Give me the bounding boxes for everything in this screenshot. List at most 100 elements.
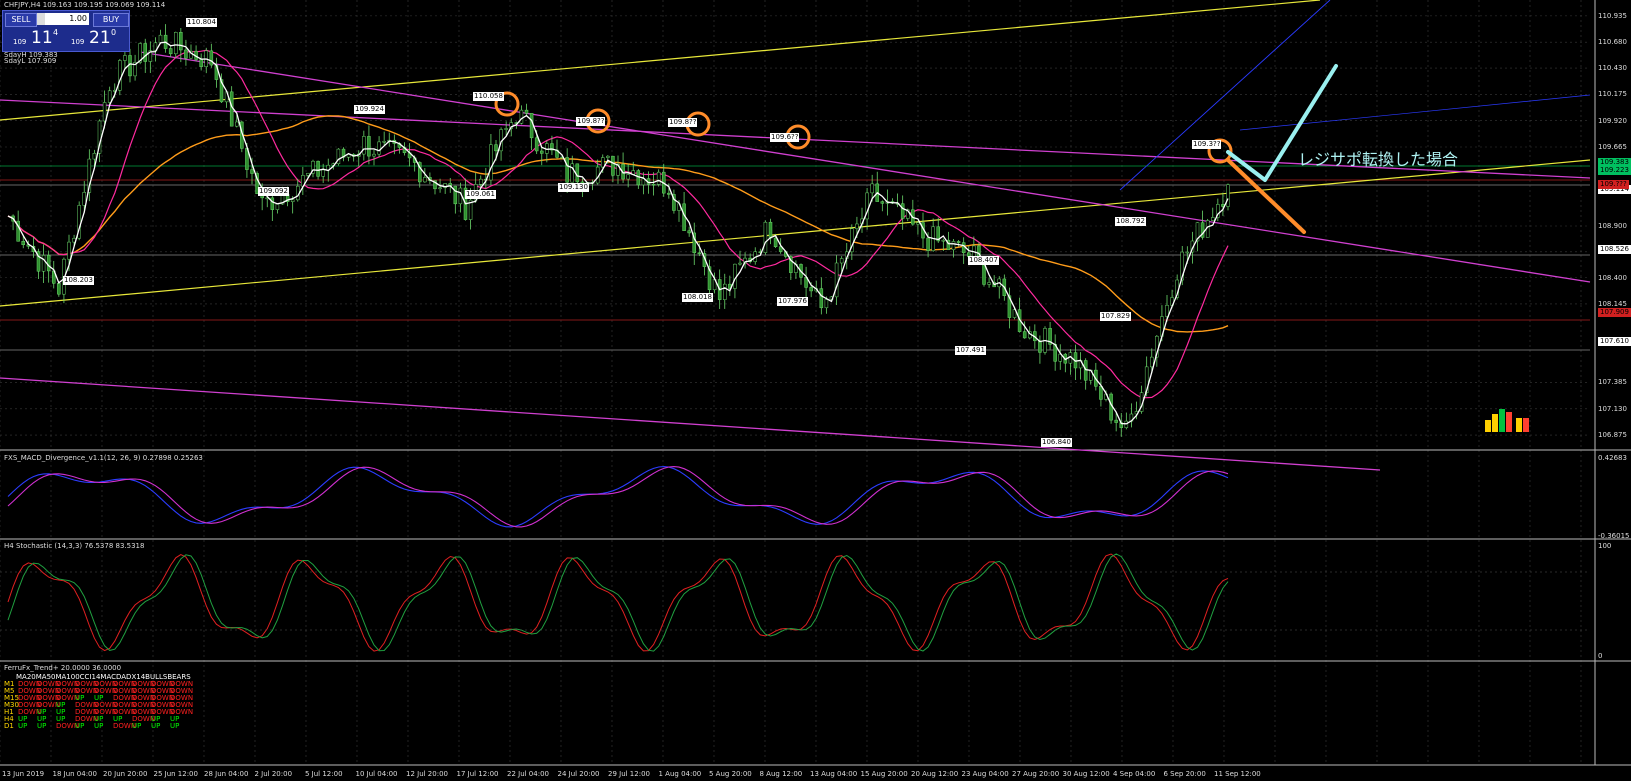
trend-cell: UP — [170, 715, 180, 723]
candle-body — [789, 256, 793, 273]
x-tick-label: 27 Aug 20:00 — [1012, 770, 1060, 778]
trend-cell: DOWN — [132, 715, 156, 723]
bounce-arrow — [1226, 64, 1338, 182]
trend-cell: UP — [75, 722, 85, 730]
sell-price-prefix: 109 — [13, 38, 27, 46]
x-tick-label: 1 Aug 04:00 — [658, 770, 702, 778]
y-tick-label: 108.900 — [1598, 222, 1627, 230]
trend-cell: DOWN — [151, 680, 175, 688]
trend-cell: DOWN — [56, 680, 80, 688]
candle-body — [961, 242, 966, 254]
price-line — [7, 41, 1229, 425]
sell-button[interactable]: SELL — [5, 13, 37, 27]
mini-bar — [1492, 414, 1498, 432]
x-tick-label: 25 Jun 12:00 — [153, 770, 198, 778]
trend-line — [0, 377, 1381, 471]
buy-price[interactable]: 109 21 0 — [67, 27, 127, 49]
sell-price-big: 11 — [31, 28, 53, 48]
macd-line — [7, 466, 1229, 528]
candle-body — [570, 163, 574, 183]
trend-cell: DOWN — [132, 680, 156, 688]
candle-body — [834, 262, 839, 298]
lot-size-input[interactable]: 1.00 — [45, 13, 89, 25]
sell-price-sup: 4 — [53, 28, 59, 37]
y-price-box: 108.526 — [1598, 245, 1631, 254]
candle-body — [1007, 295, 1012, 318]
candle-body — [209, 50, 214, 66]
trend-cell: DOWN — [113, 694, 137, 702]
trend-cell: UP — [94, 715, 104, 723]
trend-timeframe: H4 — [4, 715, 14, 723]
candle-body — [346, 154, 351, 158]
trend-line — [139, 51, 1591, 283]
mini-bar — [1506, 412, 1512, 432]
y-tick-label: 109.665 — [1598, 143, 1627, 151]
trend-line — [1239, 94, 1591, 131]
stoch-signal — [7, 553, 1229, 652]
price-label: 109.8?? — [576, 117, 606, 126]
trend-cell: DOWN — [151, 687, 175, 695]
trend-cell: UP — [94, 694, 104, 702]
x-tick-label: 15 Aug 20:00 — [860, 770, 908, 778]
x-tick-label: 2 Jul 20:00 — [254, 770, 293, 778]
lot-dropdown-icon[interactable] — [37, 13, 45, 25]
candle-body — [235, 121, 239, 127]
candle-body — [941, 239, 946, 242]
candle-body — [778, 246, 783, 252]
trend-line — [0, 159, 1591, 307]
candle-body — [1216, 204, 1220, 218]
candle-body — [102, 102, 107, 122]
y-price-box: 107.610 — [1598, 337, 1631, 346]
candle-body — [606, 155, 610, 158]
candle-body — [290, 199, 295, 202]
candle-body — [601, 157, 605, 168]
candle-body — [809, 287, 813, 292]
candle-body — [57, 283, 61, 295]
trend-table-header: MA20MA50MA100CCI14MACDADX14BULLSBEARS — [16, 673, 191, 681]
symbol-info: CHFJPY,H4 109.163 109.195 109.069 109.11… — [4, 1, 166, 9]
candle-body — [540, 150, 544, 154]
sell-price[interactable]: 109 11 4 — [7, 27, 67, 49]
candle-body — [336, 148, 341, 164]
candle-body — [123, 55, 127, 61]
x-tick-label: 22 Jul 04:00 — [507, 770, 549, 778]
x-tick-label: 13 Aug 04:00 — [810, 770, 858, 778]
candle-body — [1038, 340, 1042, 353]
trend-cell: DOWN — [94, 701, 118, 709]
price-label: 109.130 — [558, 183, 589, 192]
candle-body — [1226, 184, 1230, 207]
candle-body — [651, 183, 656, 186]
candle-body — [529, 113, 534, 139]
x-tick-label: 30 Aug 12:00 — [1062, 770, 1110, 778]
y-tick-label: 110.430 — [1598, 64, 1627, 73]
trend-cell: DOWN — [170, 687, 194, 695]
x-tick-label: 17 Jul 12:00 — [456, 770, 499, 778]
scenario-arrows — [1226, 64, 1338, 234]
candle-body — [1083, 360, 1088, 381]
candle-body — [311, 160, 315, 174]
price-label: 109.3?? — [1192, 140, 1222, 149]
candle-body — [839, 258, 844, 264]
x-tick-label: 12 Jul 20:00 — [406, 770, 448, 778]
candle-body — [306, 172, 310, 176]
trend-cell: DOWN — [56, 694, 80, 702]
buy-price-sup: 0 — [111, 28, 117, 37]
candle-body — [87, 158, 92, 193]
trend-cell: DOWN — [151, 701, 175, 709]
candles — [11, 24, 1230, 437]
trend-cell: DOWN — [132, 694, 156, 702]
candle-body — [107, 90, 112, 103]
candle-body — [565, 157, 569, 183]
trend-cell: DOWN — [132, 687, 156, 695]
buy-button[interactable]: BUY — [93, 13, 129, 27]
trend-cell: UP — [56, 715, 66, 723]
candle-body — [184, 49, 188, 59]
y-tick-label: 110.680 — [1598, 38, 1627, 47]
trend-cell: DOWN — [151, 708, 175, 716]
candle-body — [672, 194, 676, 211]
candle-body — [987, 282, 991, 285]
candle-body — [900, 203, 905, 219]
candle-body — [1099, 386, 1103, 400]
stoch-bottom-label: 0 — [1598, 652, 1603, 660]
y-price-box: 109.??? — [1598, 180, 1629, 189]
